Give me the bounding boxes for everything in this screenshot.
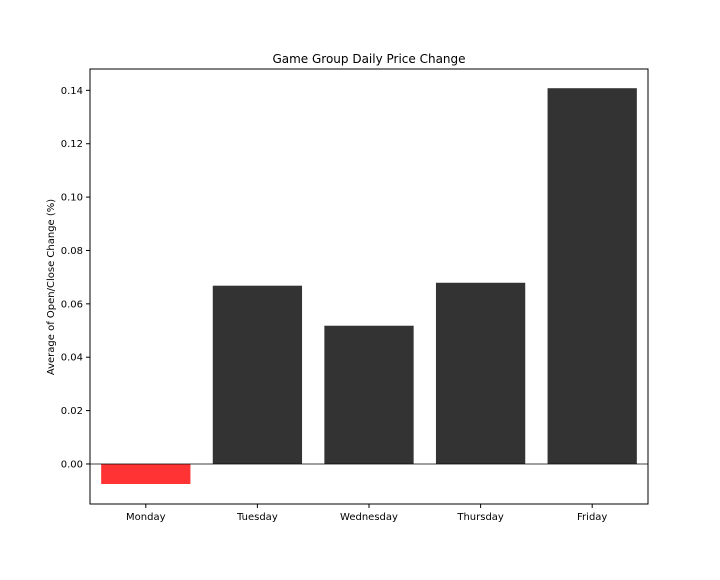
x-axis-ticks: Monday Tuesday Wednesday Thursday Friday bbox=[126, 504, 607, 523]
y-tick-label: 0.12 bbox=[61, 139, 83, 150]
chart-title: Game Group Daily Price Change bbox=[272, 52, 465, 66]
y-tick-label: 0.14 bbox=[61, 86, 83, 97]
y-axis-label: Average of Open/Close Change (%) bbox=[46, 199, 57, 375]
bar-wednesday bbox=[324, 325, 414, 464]
y-tick-label: 0.08 bbox=[61, 246, 83, 257]
bar-monday bbox=[101, 463, 191, 484]
bar-thursday bbox=[435, 282, 526, 464]
y-tick-label: 0.06 bbox=[61, 299, 83, 310]
y-tick-label: 0.10 bbox=[61, 193, 83, 204]
bar-friday bbox=[547, 88, 637, 464]
y-axis-ticks: 0.00 0.02 0.04 0.06 0.08 0.10 0.12 0.14 bbox=[61, 86, 90, 470]
x-tick-label-friday: Friday bbox=[577, 512, 607, 523]
x-tick-label-wednesday: Wednesday bbox=[340, 512, 398, 523]
y-tick-label: 0.04 bbox=[61, 353, 83, 364]
y-tick-label: 0.00 bbox=[61, 459, 83, 470]
bar-tuesday bbox=[212, 285, 303, 464]
x-tick-label-thursday: Thursday bbox=[456, 512, 504, 523]
x-tick-label-tuesday: Tuesday bbox=[236, 512, 278, 523]
y-tick-label: 0.02 bbox=[61, 406, 83, 417]
x-tick-label-monday: Monday bbox=[126, 512, 166, 523]
bars-layer bbox=[101, 88, 637, 484]
